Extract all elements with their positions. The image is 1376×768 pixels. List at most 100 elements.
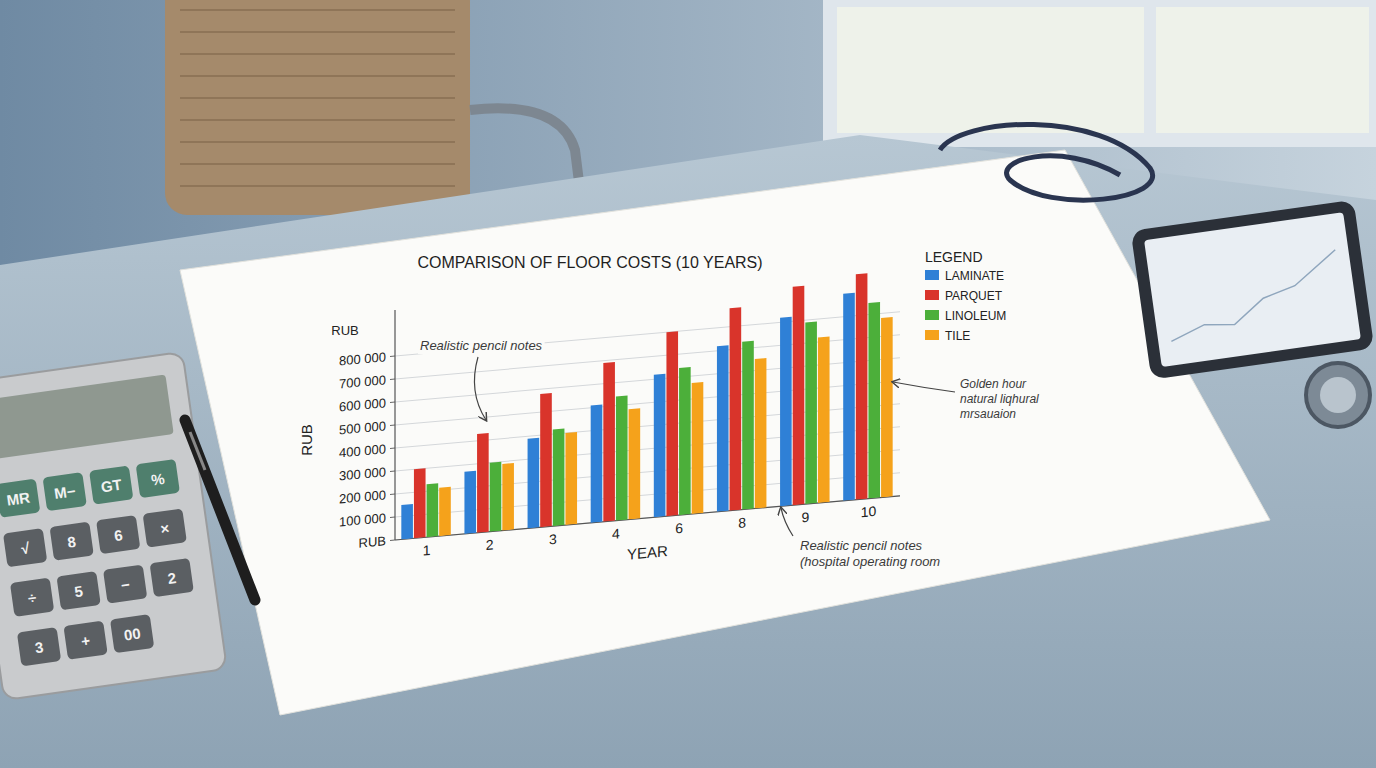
y-tick [390,356,395,357]
bar [780,317,792,507]
bar [818,336,830,503]
y-tick [390,425,395,426]
chair-back [165,0,470,215]
legend-label: PARQUET [945,289,1003,303]
y-tick [390,471,395,472]
calculator-key [150,558,194,597]
calculator-key-label: √ [20,539,31,557]
scene: RUB100 000200 000300 000400 000500 00060… [0,0,1376,768]
bar [464,471,476,534]
annotation-text: natural liqhural [960,392,1039,406]
bar [805,321,817,504]
bar [692,382,704,514]
y-tick-label: 300 000 [339,464,386,483]
bar [742,341,754,510]
y-tick [390,540,395,541]
calculator-key-label: 6 [113,526,124,544]
paper [180,150,1270,715]
x-tick-label: 8 [738,514,746,531]
annotation: Realistic pencil notes [418,337,545,420]
y-tick-label: RUB [359,533,386,550]
chair-stripe [180,119,455,121]
calculator-key-label: M− [53,482,77,502]
stethoscope-tube [940,124,1153,200]
calculator-key [0,479,40,518]
calculator: MRM−GT%√86×÷5−23+00 [0,352,227,700]
annotation-arrow [893,382,955,392]
calculator-key [56,571,100,610]
y-tick-label: 400 000 [339,441,386,460]
bar [414,468,426,538]
window [830,0,1376,140]
calculator-key [136,459,180,498]
legend-swatch [925,330,939,340]
legend-label: LAMINATE [945,269,1004,283]
calculator-key-label: 00 [123,625,142,644]
pen [185,420,255,600]
bar [565,432,577,525]
calculator-key-label: × [159,520,170,538]
stethoscope-diaphragm [1320,377,1356,413]
calculator-display [0,374,174,459]
x-tick-label: 10 [861,503,877,520]
bar [629,408,641,519]
annotation: RUB [329,322,360,339]
calculator-key [89,465,133,504]
pen-clip [190,432,205,470]
annotation-text: mrsauaion [960,407,1016,421]
y-tick [390,494,395,495]
chair-stripe [180,185,455,187]
window-bar [1144,0,1156,140]
y-tick [390,402,395,403]
bar [679,367,691,515]
y-tick [390,448,395,449]
y-tick-label: 500 000 [339,418,386,437]
legend-swatch [925,270,939,280]
annotation: Golden hournatural liqhuralmrsauaion [893,376,1041,422]
tablet-screen [1144,212,1361,367]
y-tick-label: 800 000 [339,349,386,368]
y-tick-label: 700 000 [339,372,386,391]
annotation-patch [418,337,545,354]
calculator-key [63,621,107,660]
chart-title: COMPARISON OF FLOOR COSTS (10 YEARS) [417,254,762,271]
annotation-arrow [474,357,486,420]
calculator-key [110,614,154,653]
annotation-text: RUB [331,323,358,338]
bar [666,331,678,516]
bar [401,504,413,540]
legend: LEGENDLAMINATEPARQUETLINOLEUMTILE [925,249,1006,343]
calculator-key [103,565,147,604]
x-tick-label: 6 [675,520,683,537]
bar [755,358,767,509]
bar [439,487,451,536]
chair-stripe [180,53,455,55]
annotation-text: (hospital operating room [800,554,940,569]
calculator-key-label: ÷ [27,589,38,607]
calculator-key [3,528,47,567]
window-frame [830,0,1376,140]
bars [401,271,892,539]
bar [603,362,615,522]
chair-stripe [180,31,455,33]
chair-stripe [180,97,455,99]
y-axis [394,310,395,540]
x-tick-label: 4 [612,525,620,542]
calculator-key [49,522,93,561]
legend-swatch [925,310,939,320]
annotation-patch [798,537,942,570]
y-axis-title: RUB [298,424,315,456]
x-tick-label: 2 [486,536,494,553]
calculator-key-label: MR [6,489,32,509]
bar [616,395,628,520]
calculator-key-label: + [80,632,91,650]
tablet-frame [1131,200,1375,380]
calculator-key [43,472,87,511]
calculator-key-label: 3 [34,638,45,656]
calculator-key [143,508,187,547]
y-tick [390,379,395,380]
bar [591,405,603,523]
calculator-key-label: − [120,576,131,594]
chair-stripe [180,75,455,77]
bar [856,273,868,499]
